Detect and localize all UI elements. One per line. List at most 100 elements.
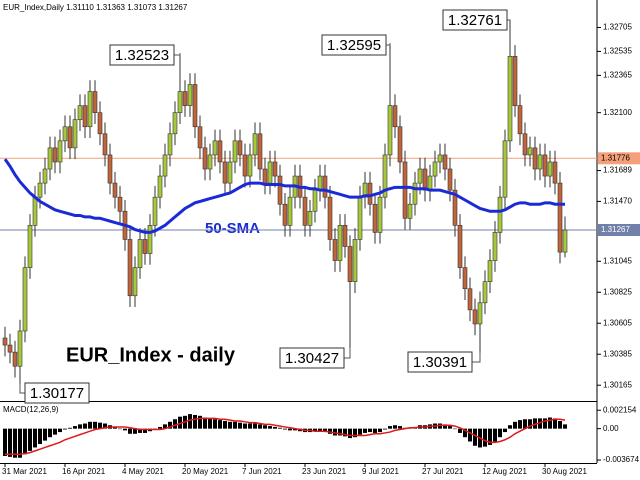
candle-body <box>202 147 208 170</box>
candle-body <box>457 225 463 268</box>
callout-box <box>109 44 175 66</box>
macd-bar <box>368 428 372 433</box>
macd-bar <box>73 426 77 429</box>
candle-body <box>557 182 563 253</box>
callout-line <box>472 353 481 363</box>
price-level-box <box>598 224 640 236</box>
callout-box <box>407 351 473 373</box>
macd-bar <box>18 428 22 458</box>
macd-bar <box>48 428 52 438</box>
macd-bar <box>348 428 352 439</box>
macd-bar <box>178 416 182 429</box>
candle-body <box>287 196 293 226</box>
candle-body <box>372 203 378 233</box>
macd-bar <box>543 418 547 429</box>
candle-body <box>177 91 183 113</box>
candle-body <box>337 225 343 261</box>
sma-line <box>3 158 565 234</box>
macd-bar <box>23 428 27 455</box>
macd-bar <box>363 428 367 433</box>
macd-bar <box>248 423 252 429</box>
macd-bar <box>503 428 507 433</box>
macd-bar <box>383 428 387 430</box>
y-tick-label: 1.32100 <box>603 108 632 117</box>
callout-line <box>386 42 391 46</box>
candle-body <box>432 161 438 177</box>
candle-body <box>167 133 173 156</box>
candle-body <box>442 154 448 170</box>
candle-body <box>227 161 233 184</box>
candle-body <box>317 175 323 191</box>
macd-bar <box>38 428 42 445</box>
macd-bar <box>388 426 392 429</box>
x-tick-label: 20 May 2021 <box>182 467 229 476</box>
candle-body <box>562 229 568 253</box>
candle-body <box>32 196 38 226</box>
y-tick-label: 0.002154 <box>603 405 637 414</box>
macd-bar <box>473 428 477 446</box>
callout-box <box>321 34 387 56</box>
x-tick-label: 16 Apr 2021 <box>62 467 106 476</box>
macd-bar <box>143 428 147 433</box>
candle-body <box>452 189 458 226</box>
candle-body <box>97 112 103 135</box>
callout-line <box>174 53 181 56</box>
macd-bar <box>243 423 247 429</box>
macd-bar <box>103 423 107 429</box>
candle-body <box>212 140 218 156</box>
candle-body <box>497 196 503 233</box>
candle-body <box>42 168 48 184</box>
candle-body <box>477 302 483 325</box>
candle-body <box>197 126 203 149</box>
signal-line <box>5 417 566 456</box>
macd-bar <box>68 427 72 429</box>
candle-body <box>307 210 313 226</box>
candle-body <box>277 175 283 205</box>
candle-body <box>67 126 73 149</box>
candle-body <box>87 91 93 128</box>
sma-label: 50-SMA <box>205 220 260 237</box>
candle-body <box>282 203 288 226</box>
macd-bar <box>13 428 17 458</box>
macd-bar <box>553 418 557 429</box>
macd-bar <box>118 428 122 430</box>
macd-bar <box>193 414 197 429</box>
macd-bar <box>253 423 257 429</box>
macd-bar <box>63 428 67 430</box>
x-tick-label: 9 Jul 2021 <box>362 467 399 476</box>
x-tick-label: 27 Jul 2021 <box>422 467 464 476</box>
candle-body <box>537 154 543 170</box>
candle-body <box>377 196 383 233</box>
x-tick-label: 30 Aug 2021 <box>542 467 587 476</box>
macd-bar <box>43 428 47 441</box>
macd-bar <box>533 418 537 429</box>
callout-line <box>344 348 351 359</box>
macd-bar <box>323 428 327 433</box>
macd-bar <box>463 428 467 438</box>
macd-bar <box>538 418 542 429</box>
candle-body <box>12 351 18 367</box>
macd-bar <box>558 420 562 429</box>
price-level-label: 1.31776 <box>601 153 630 162</box>
macd-bar <box>8 428 12 457</box>
y-tick-label: 1.32535 <box>603 47 632 56</box>
macd-bar <box>278 427 282 429</box>
macd-bar <box>228 421 232 429</box>
macd-bar <box>128 428 132 434</box>
candle-body <box>172 112 178 135</box>
candle-body <box>552 161 558 184</box>
candle-body <box>357 196 363 240</box>
y-tick-label: 1.31045 <box>603 256 632 265</box>
candle-body <box>117 196 123 212</box>
macd-bar <box>293 428 297 431</box>
chart-info: EUR_Index,Daily 1.31110 1.31363 1.31073 … <box>3 3 188 12</box>
candle-body <box>207 154 213 170</box>
candle-body <box>397 126 403 163</box>
callout-label: 1.30427 <box>285 350 339 367</box>
macd-bar <box>158 426 162 429</box>
macd-bar <box>358 428 362 435</box>
macd-bar <box>33 428 37 448</box>
candle-body <box>542 154 548 177</box>
candle-body <box>22 267 28 332</box>
candle-body <box>272 161 278 177</box>
